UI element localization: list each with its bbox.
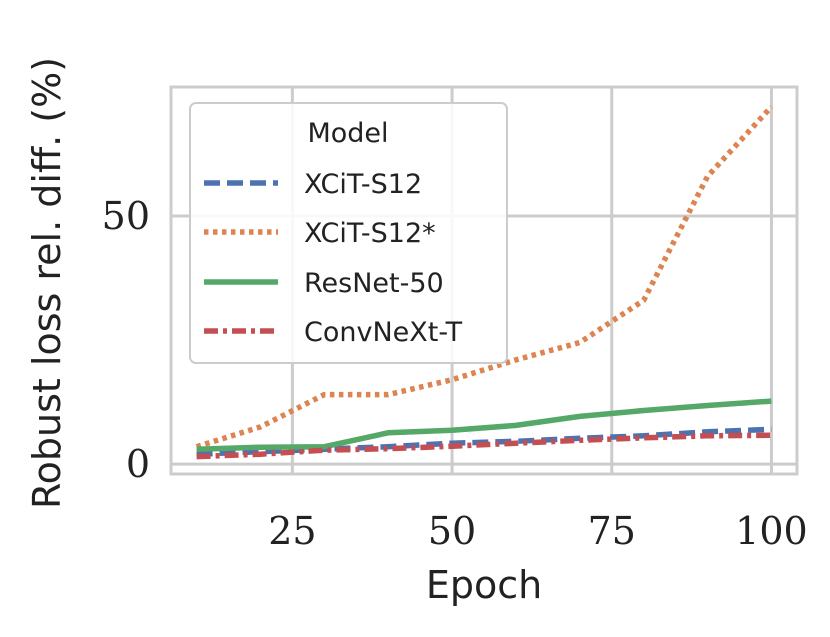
legend-label: ResNet-50 <box>304 268 444 299</box>
series-line-xcit-s12- <box>195 104 774 450</box>
x-tick-label: 75 <box>588 509 636 553</box>
legend-box <box>189 102 508 364</box>
legend-items: XCiT-S12 XCiT-S12* ResNet-50 ConvNeXt-T <box>204 169 463 348</box>
series-line-resnet-50 <box>196 398 772 452</box>
x-axis-label: Epoch <box>426 563 542 607</box>
x-tick-label: 50 <box>428 509 476 553</box>
x-tick-labels: 25 50 75 100 <box>268 509 808 553</box>
y-tick-label: 0 <box>126 442 150 486</box>
legend-label: ConvNeXt-T <box>304 317 463 348</box>
series-lines <box>195 104 774 460</box>
y-axis-label: Robust loss rel. diff. (%) <box>25 57 69 509</box>
y-tick-labels: 0 50 <box>102 194 150 486</box>
series-line-convnext-t <box>196 432 772 460</box>
plot-frame <box>169 85 799 476</box>
x-tick-label: 25 <box>268 509 316 553</box>
legend-label: XCiT-S12 <box>304 169 422 200</box>
x-tick-label: 100 <box>735 509 808 553</box>
legend: Model XCiT-S12 XCiT-S12* ResNet-50 ConvNeXt… <box>189 102 508 364</box>
legend-title: Model <box>307 118 388 149</box>
y-tick-label: 50 <box>102 194 150 238</box>
legend-label: XCiT-S12* <box>304 218 436 249</box>
